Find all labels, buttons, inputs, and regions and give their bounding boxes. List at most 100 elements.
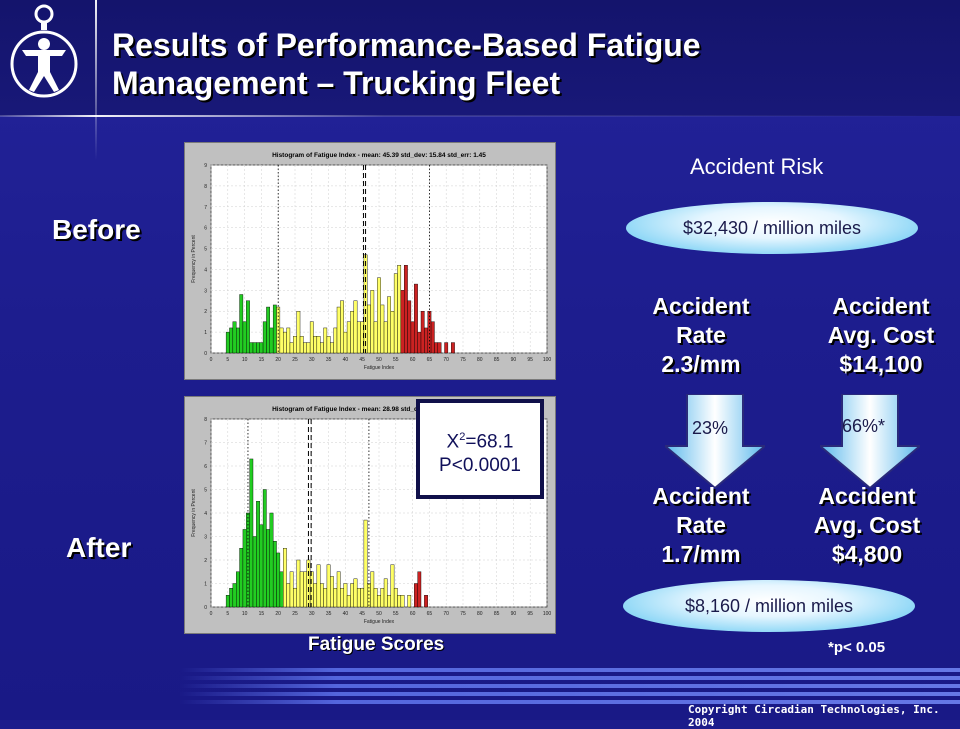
histogram-bar — [239, 548, 244, 608]
histogram-bar — [414, 283, 418, 354]
y-tick-label: 2 — [204, 558, 207, 564]
title-band — [0, 0, 960, 116]
histogram-bar — [225, 331, 230, 354]
histogram-bar — [346, 595, 351, 608]
histogram-bar — [420, 311, 425, 354]
y-tick-label: 7 — [204, 441, 207, 447]
x-tick-label: 95 — [527, 611, 533, 617]
fatigue-scores-caption: Fatigue Scores — [308, 634, 445, 655]
after-rate-value: 1.7/mm — [661, 541, 741, 567]
histogram-bar — [390, 311, 395, 354]
chi-superscript: 2 — [459, 431, 466, 443]
histogram-bar — [414, 583, 418, 608]
histogram-bar — [262, 489, 267, 608]
chi-square-line: X2=68.1 — [420, 425, 540, 454]
histogram-bar — [293, 587, 297, 608]
histogram-bar — [340, 300, 344, 354]
histogram-bar — [296, 311, 301, 354]
stripe — [180, 684, 960, 688]
after-rate-line2: Rate — [676, 512, 726, 538]
y-axis-label: Frequency in Percent — [191, 235, 197, 283]
histogram-bar — [434, 342, 439, 354]
histogram-bar — [293, 336, 297, 354]
x-tick-label: 15 — [259, 611, 265, 617]
x-tick-label: 40 — [343, 357, 349, 363]
histogram-bar — [410, 321, 415, 354]
histogram-bar — [279, 571, 284, 608]
y-tick-label: 3 — [204, 535, 207, 541]
histogram-bar — [256, 501, 260, 608]
histogram-bar — [380, 587, 385, 608]
x-tick-label: 30 — [309, 357, 315, 363]
y-tick-label: 4 — [204, 511, 207, 517]
x-tick-label: 25 — [292, 357, 298, 363]
histogram-bar — [387, 296, 391, 354]
histogram-bar — [256, 342, 260, 354]
histogram-bar — [367, 304, 371, 354]
histogram-bar — [353, 578, 358, 608]
x-tick-label: 15 — [259, 357, 265, 363]
histogram-bar — [316, 564, 321, 608]
histogram-bar — [279, 327, 284, 354]
x-tick-label: 90 — [511, 357, 517, 363]
x-tick-label: 50 — [376, 357, 382, 363]
before-accident-rate: Accident Rate 2.3/mm — [636, 292, 766, 379]
histogram-bar — [377, 277, 381, 354]
histogram-bar — [340, 587, 344, 608]
histogram-bar — [319, 342, 324, 354]
title-line-2: Management – Trucking Fleet — [112, 65, 561, 101]
histogram-bar — [393, 273, 398, 354]
histogram-bar — [407, 595, 412, 608]
x-tick-label: 70 — [443, 357, 449, 363]
histogram-bar — [283, 548, 287, 608]
histogram-bar — [403, 265, 408, 354]
histogram-bar — [356, 321, 361, 354]
histogram-bar — [286, 583, 291, 608]
histogram-bar — [319, 583, 324, 608]
histogram-bar — [393, 587, 398, 608]
histogram-bar — [346, 321, 351, 354]
chi-square-box: X2=68.1 P<0.0001 — [416, 399, 544, 499]
after-label: After — [66, 532, 132, 563]
x-tick-label: 60 — [410, 357, 416, 363]
histogram-bar — [225, 595, 230, 608]
y-tick-label: 5 — [204, 488, 207, 494]
histogram-bar — [232, 583, 237, 608]
x-tick-label: 80 — [477, 357, 483, 363]
y-tick-label: 0 — [204, 351, 207, 357]
histogram-bar — [313, 336, 318, 354]
significance-footnote: *p< 0.05 — [828, 639, 886, 656]
histogram-bar — [451, 342, 455, 354]
y-tick-label: 3 — [204, 288, 207, 294]
x-tick-label: 40 — [343, 611, 349, 617]
x-tick-label: 30 — [309, 611, 315, 617]
y-tick-label: 0 — [204, 605, 207, 611]
histogram-bar — [262, 321, 267, 354]
histogram-bar — [286, 327, 291, 354]
before-label: Before — [52, 214, 141, 245]
histogram-bar — [336, 571, 341, 608]
stripe — [180, 692, 960, 696]
histogram-bar — [246, 300, 250, 354]
after-cost-value: $4,800 — [831, 541, 903, 567]
histogram-bar — [350, 583, 355, 608]
histogram-bar — [363, 519, 368, 608]
after-rate-line1: Accident — [652, 483, 750, 509]
histogram-bar — [276, 552, 281, 608]
x-axis-label: Fatigue Index — [364, 619, 395, 625]
histogram-bar — [266, 306, 271, 354]
histogram-bar — [400, 290, 405, 354]
x-tick-label: 95 — [527, 357, 533, 363]
histogram-bar — [309, 571, 314, 608]
histogram-bar — [407, 300, 412, 354]
histogram-bar — [299, 336, 304, 354]
histogram-bar — [353, 300, 358, 354]
histogram-bar — [229, 327, 234, 354]
x-tick-label: 90 — [511, 611, 517, 617]
decorative-stripes — [180, 668, 960, 708]
histogram-bar — [397, 265, 402, 354]
histogram-title: Histogram of Fatigue Index - mean: 45.39… — [272, 152, 486, 159]
histogram-bar — [336, 306, 341, 354]
y-axis-label: Frequency in Percent — [191, 489, 197, 537]
